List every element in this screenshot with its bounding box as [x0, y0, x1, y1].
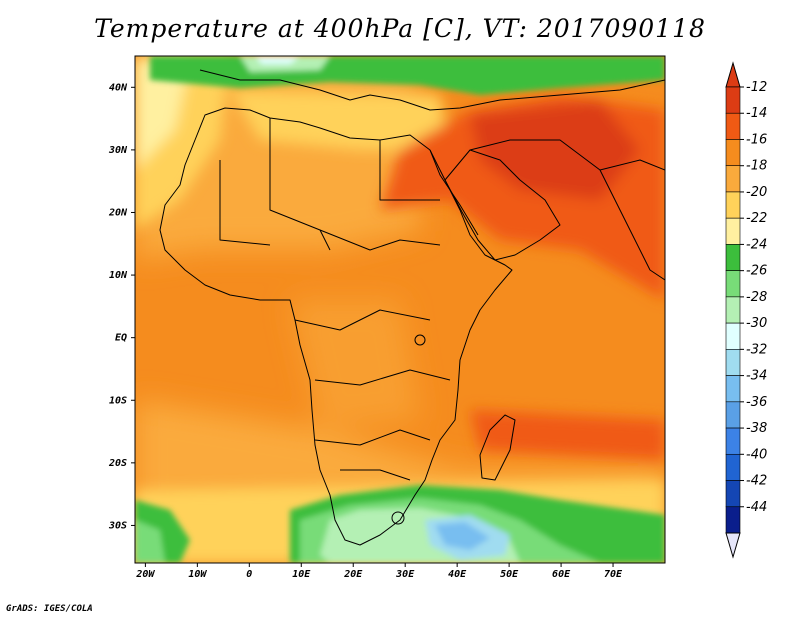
colorbar-swatch: [725, 427, 741, 455]
colorbar-swatch: [725, 86, 741, 114]
lat-tick-label: 30N: [108, 145, 128, 156]
colorbar-label: -22: [746, 211, 767, 226]
lon-tick-label: 40E: [448, 569, 467, 580]
lon-tick-label: 10W: [188, 569, 207, 580]
colorbar-swatch: [725, 217, 741, 245]
colorbar-swatch: [725, 244, 741, 271]
lat-tick-label: 20N: [108, 207, 128, 218]
lon-tick-label: 0: [246, 569, 252, 580]
colorbar-label: -30: [746, 316, 767, 331]
colorbar-top-cap: [725, 61, 741, 88]
lon-tick-label: 30E: [395, 569, 415, 580]
longitude-axis: 20W 10W 0 10E 20E 30E 40E 50E 60E 70E: [135, 563, 623, 580]
colorbar-label: -16: [746, 132, 767, 147]
lat-tick-label: 10N: [109, 270, 128, 281]
colorbar-bottom-cap: [725, 532, 741, 559]
lon-tick-label: 50E: [500, 569, 519, 580]
colorbar-label: -44: [746, 500, 767, 515]
lon-tick-label: 20W: [135, 569, 155, 580]
colorbar-swatch: [725, 322, 741, 350]
colorbar-label: -36: [746, 395, 767, 410]
lon-tick-label: 20E: [343, 569, 363, 580]
colorbar-label: -28: [746, 290, 767, 305]
lat-tick-label: EQ: [115, 333, 127, 344]
colorbar-label: -24: [746, 237, 767, 252]
lon-tick-label: 70E: [604, 569, 623, 580]
colorbar-swatch: [725, 453, 741, 481]
colorbar-label: -34: [746, 369, 767, 384]
colorbar-swatch: [725, 349, 741, 376]
colorbar-label: -26: [746, 264, 767, 279]
colorbar-label: -20: [746, 185, 767, 200]
temperature-field: [135, 56, 665, 563]
colorbar-label: -18: [746, 159, 767, 174]
colorbar-swatch: [725, 270, 741, 298]
lat-tick-label: 20S: [108, 458, 127, 469]
colorbar-swatch: [725, 401, 741, 429]
colorbar-swatch: [725, 296, 741, 324]
colorbar-label: -42: [746, 474, 767, 489]
colorbar-label: -14: [746, 106, 767, 121]
lat-tick-label: 10S: [109, 395, 127, 406]
grads-credit: GrADS: IGES/COLA: [6, 604, 93, 614]
colorbar-label: -12: [746, 80, 767, 95]
colorbar-label: -40: [746, 447, 767, 462]
lon-tick-label: 10E: [292, 569, 311, 580]
lat-tick-label: 40N: [109, 82, 128, 93]
colorbar-swatch: [725, 139, 741, 167]
colorbar-swatch: [725, 506, 741, 534]
colorbar-label: -32: [746, 342, 767, 357]
plot-frame: [134, 55, 666, 564]
lon-tick-label: 60E: [552, 569, 571, 580]
colorbar-label: -38: [746, 421, 767, 436]
lat-tick-label: 30S: [108, 520, 127, 531]
colorbar-swatch: [725, 112, 741, 140]
colorbar-swatch: [725, 480, 741, 508]
map-title: Temperature at 400hPa [C], VT: 201709011…: [94, 14, 706, 43]
colorbar-swatch: [725, 191, 741, 219]
colorbar-swatch: [725, 375, 741, 403]
colorbar: -12 -14 -16 -18 -20 -22 -24 -26 -28 -30 -32 -34 -36 -…: [725, 61, 767, 559]
latitude-axis: 40N 30N 20N 10N EQ 10S 20S 30S: [108, 82, 135, 531]
coastlines: [159, 69, 665, 546]
colorbar-swatch: [725, 165, 741, 193]
